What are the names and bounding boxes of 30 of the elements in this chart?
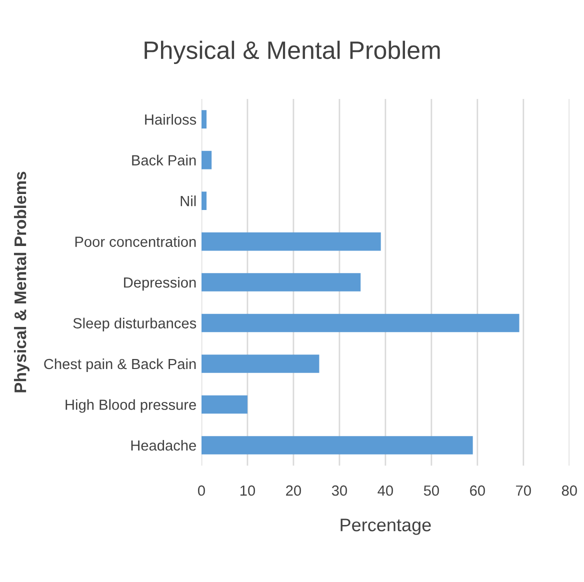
x-tick-label: 0 — [198, 485, 205, 496]
x-tick-label: 70 — [516, 485, 531, 496]
y-tick-label: Depression — [124, 276, 196, 291]
x-tick-label: 30 — [332, 485, 347, 496]
y-tick-label: Poor concentration — [75, 236, 196, 247]
bar — [201, 273, 361, 292]
y-tick-label: High Blood pressure — [66, 399, 196, 413]
bar — [201, 395, 248, 414]
x-axis-title: Percentage — [340, 518, 431, 535]
y-tick-label: Headache — [131, 440, 196, 451]
bar — [201, 436, 473, 454]
x-tick-label: 20 — [286, 485, 301, 496]
bar — [201, 150, 212, 170]
y-tick-label: Sleep disturbances — [73, 318, 196, 332]
x-tick-label: 40 — [378, 485, 393, 496]
y-tick-label: Nil — [180, 196, 196, 206]
x-tick-label: 10 — [240, 485, 256, 496]
y-axis-title: Physical & Mental Problems — [14, 172, 30, 392]
x-tick-label: 50 — [424, 485, 439, 496]
y-tick-label: Back Pain — [132, 154, 196, 166]
y-tick-label: Chest pain & Back Pain — [44, 358, 196, 372]
bar — [201, 314, 520, 332]
bar — [201, 354, 320, 373]
x-tick-label: 60 — [470, 485, 485, 496]
chart-title: Physical & Mental Problem — [144, 40, 440, 64]
y-tick-label: Hairloss — [145, 114, 196, 125]
bar — [201, 110, 207, 128]
bar — [201, 192, 207, 210]
x-tick-label: 80 — [562, 485, 577, 496]
bar — [201, 232, 381, 251]
